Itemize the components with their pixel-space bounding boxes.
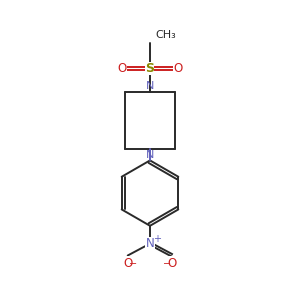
Text: O: O — [168, 257, 177, 270]
Text: +: + — [152, 235, 160, 244]
Text: N: N — [146, 150, 154, 160]
Text: O: O — [117, 62, 126, 75]
Text: CH₃: CH₃ — [155, 30, 176, 40]
Text: N: N — [146, 81, 154, 91]
Text: O: O — [174, 62, 183, 75]
Text: O: O — [123, 257, 132, 270]
Text: −: − — [163, 259, 171, 269]
Text: −: − — [129, 259, 137, 269]
Text: S: S — [146, 62, 154, 75]
Text: N: N — [146, 237, 154, 250]
